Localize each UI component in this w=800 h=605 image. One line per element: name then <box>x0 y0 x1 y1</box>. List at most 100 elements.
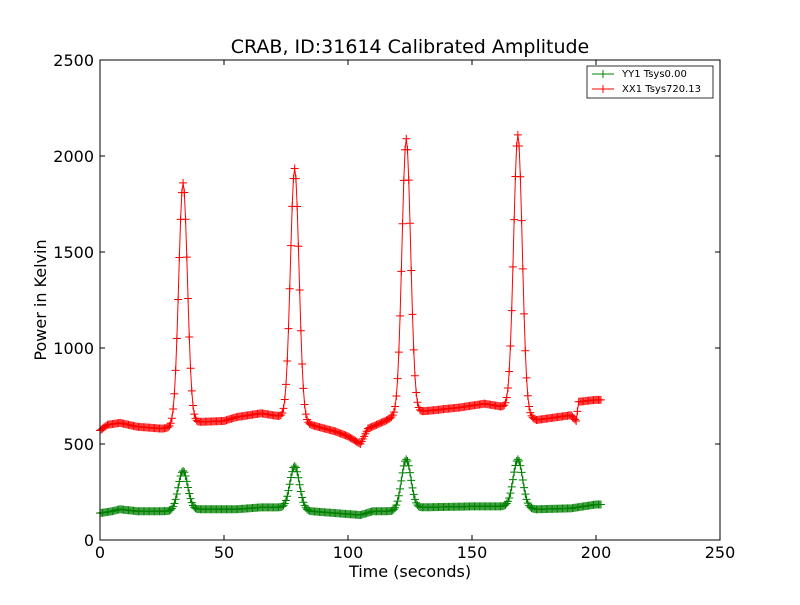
data-point-marker <box>523 391 532 400</box>
y-tick-label: 1000 <box>53 339 94 358</box>
y-tick-label: 500 <box>63 435 94 454</box>
data-point-marker <box>403 457 412 466</box>
data-point-marker <box>172 489 181 498</box>
data-point-marker <box>393 497 402 506</box>
data-point-marker <box>513 130 522 139</box>
data-point-marker <box>409 490 418 499</box>
data-point-marker <box>518 476 527 485</box>
data-point-marker <box>505 367 514 376</box>
x-tick-label: 200 <box>581 543 612 562</box>
data-point-marker <box>184 294 193 303</box>
legend: YY1 Tsys0.00 XX1 Tsys720.13 <box>586 65 714 99</box>
data-point-marker <box>189 401 197 410</box>
series-1 <box>96 130 605 448</box>
data-point-marker <box>402 134 411 143</box>
legend-label-yy1: YY1 Tsys0.00 <box>621 69 687 80</box>
y-axis-label: Power in Kelvin <box>31 239 50 360</box>
data-point-marker <box>295 480 304 489</box>
data-point-marker <box>387 412 396 421</box>
data-point-marker <box>294 473 303 482</box>
data-point-marker <box>525 402 534 411</box>
data-point-marker <box>278 408 287 417</box>
data-point-marker <box>503 497 512 506</box>
data-point-marker <box>516 172 525 181</box>
data-point-marker <box>279 404 288 413</box>
series-markers <box>96 130 605 448</box>
data-point-marker <box>521 490 530 499</box>
data-point-marker <box>407 476 416 485</box>
data-point-marker <box>290 462 299 471</box>
data-point-marker <box>570 415 579 424</box>
data-point-marker <box>406 219 414 228</box>
data-point-marker <box>404 461 413 470</box>
data-point-marker <box>283 492 292 501</box>
data-point-marker <box>520 309 529 318</box>
data-point-marker <box>174 483 183 492</box>
data-point-marker <box>179 178 188 187</box>
data-point-marker <box>502 393 511 402</box>
series-layer <box>96 130 605 520</box>
data-point-marker <box>169 405 178 414</box>
x-tick-label: 50 <box>214 543 234 562</box>
data-point-marker <box>408 310 417 319</box>
data-point-marker <box>404 176 413 185</box>
y-tick-label: 0 <box>84 531 94 550</box>
series-markers <box>96 455 605 520</box>
data-point-marker <box>515 457 524 466</box>
plot-area <box>100 60 720 540</box>
y-tick-label: 1500 <box>53 243 94 262</box>
data-point-marker <box>397 267 406 276</box>
data-point-marker <box>301 410 310 419</box>
data-point-marker <box>397 476 406 485</box>
legend-label-xx1: XX1 Tsys720.13 <box>622 84 701 95</box>
data-point-marker <box>398 468 407 477</box>
data-point-marker <box>501 398 510 407</box>
data-point-marker <box>517 216 526 225</box>
data-point-marker <box>402 455 411 464</box>
data-point-marker <box>172 334 181 343</box>
data-point-marker <box>522 495 531 504</box>
data-point-marker <box>526 408 535 417</box>
data-point-marker <box>507 482 516 491</box>
data-point-marker <box>392 501 401 510</box>
data-point-marker <box>284 324 293 333</box>
data-point-marker <box>520 483 529 492</box>
data-point-marker <box>518 264 527 273</box>
data-point-marker <box>410 495 419 504</box>
data-point-marker <box>298 360 307 369</box>
data-point-marker <box>174 295 183 304</box>
data-point-marker <box>413 398 422 407</box>
data-point-marker <box>185 489 194 498</box>
data-point-marker <box>290 164 299 173</box>
data-point-marker <box>298 493 307 502</box>
data-point-marker <box>286 241 295 250</box>
x-tick-label: 0 <box>95 543 105 562</box>
data-point-marker <box>295 285 304 294</box>
x-tick-label: 250 <box>705 543 736 562</box>
data-point-marker <box>179 466 188 475</box>
data-point-marker <box>171 366 180 375</box>
data-point-marker <box>409 345 418 354</box>
data-point-marker <box>396 311 405 320</box>
data-point-marker <box>181 215 190 224</box>
data-point-marker <box>516 461 525 470</box>
data-point-marker <box>406 468 414 477</box>
data-point-marker <box>299 384 308 393</box>
data-point-marker <box>389 505 398 514</box>
data-point-marker <box>171 495 180 504</box>
data-point-marker <box>508 475 517 484</box>
data-point-marker <box>280 395 289 404</box>
data-point-marker <box>396 484 405 493</box>
data-point-marker <box>510 468 519 477</box>
data-point-marker <box>285 284 294 293</box>
y-tick-label: 2500 <box>53 51 94 70</box>
data-point-marker <box>515 141 524 150</box>
x-tick-label: 100 <box>333 543 364 562</box>
data-point-marker <box>293 202 302 211</box>
data-point-marker <box>412 388 421 397</box>
data-point-marker <box>596 395 605 404</box>
data-point-marker <box>182 477 191 486</box>
data-point-marker <box>521 346 530 355</box>
data-point-marker <box>505 493 514 502</box>
data-point-marker <box>410 371 419 380</box>
